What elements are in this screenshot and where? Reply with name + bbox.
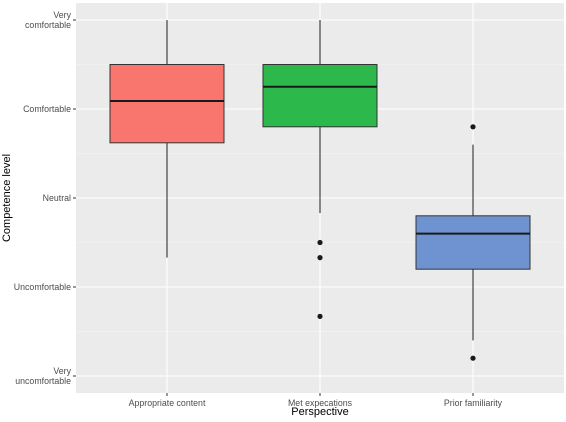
box-appropriate-content [109,20,225,258]
outlier-point [317,255,323,261]
y-tick-label-line: Neutral [43,193,71,203]
x-axis-title: Perspective [291,406,348,418]
box-prior-familiarity [415,124,531,361]
box-body [262,64,378,128]
y-axis: Very comfortableComfortableNeutralUncomfo… [14,10,76,386]
box-body [415,215,531,270]
y-tick-label: Uncomfortable [14,282,71,292]
box-body [109,64,225,144]
y-tick-label-line: Uncomfortable [14,282,71,292]
y-tick-label-line: Comfortable [23,104,71,114]
outlier-point [470,124,476,130]
outlier-point [317,239,323,246]
x-tick-label: Met expecations [288,398,353,408]
outlier-point [317,313,323,319]
x-tick-label: Prior familiarity [444,398,503,408]
box-group [109,20,531,361]
y-tick-label: Very comfortable [25,10,72,30]
y-tick-label: Very uncomfortable [15,366,71,386]
outlier-point [470,355,476,361]
y-tick-label-line: Very [53,10,71,20]
box-met-expecations [262,20,378,319]
y-tick-label-line: Very [53,366,71,376]
y-tick-label: Comfortable [23,104,71,114]
x-tick-label: Appropriate content [129,398,206,408]
y-tick-label-line: comfortable [25,20,71,30]
x-axis: Appropriate content Met expecations Prior … [129,393,503,408]
y-axis-title: Competence level [1,154,13,242]
y-tick-label-line: uncomfortable [15,376,71,386]
y-tick-label: Neutral [43,193,71,203]
